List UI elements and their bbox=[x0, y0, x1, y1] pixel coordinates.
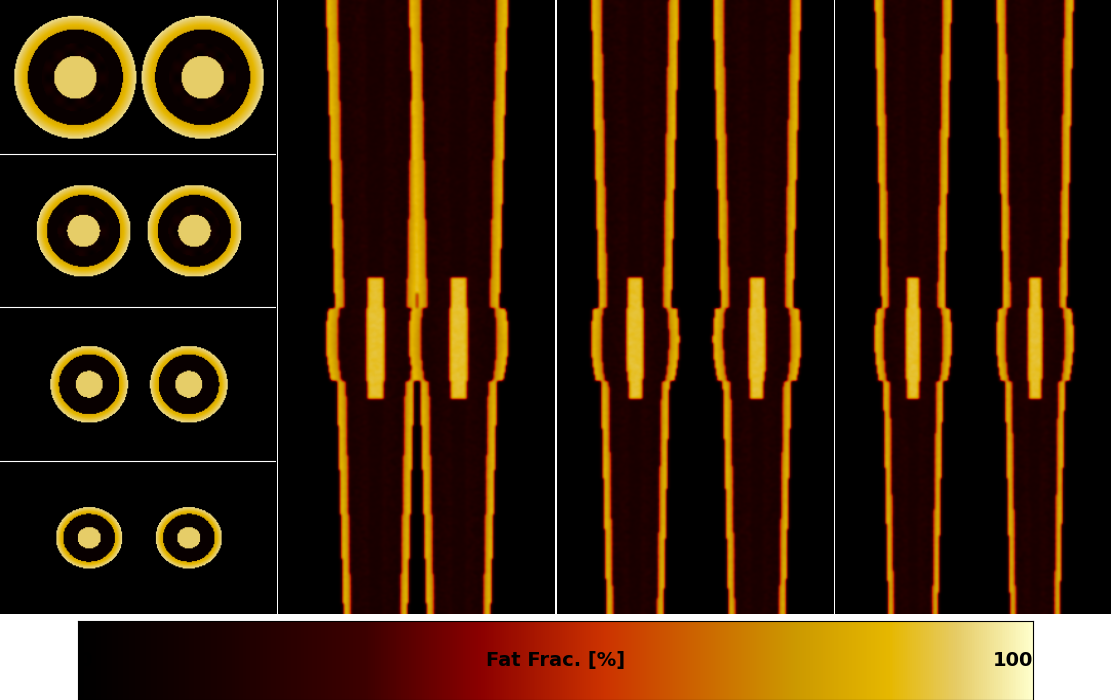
Text: Fat Frac. [%]: Fat Frac. [%] bbox=[486, 651, 625, 670]
Text: 100: 100 bbox=[993, 651, 1033, 670]
Text: 0: 0 bbox=[78, 651, 91, 670]
